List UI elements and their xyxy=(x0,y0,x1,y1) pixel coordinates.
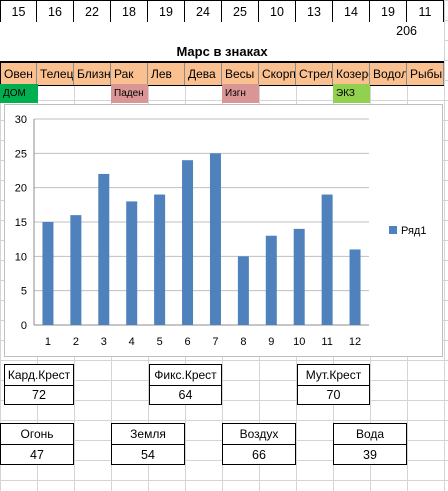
sign-cell[interactable]: Рак xyxy=(111,63,148,85)
sign-cell[interactable]: Дева xyxy=(185,63,222,85)
page-title[interactable]: Марс в знаках xyxy=(176,43,268,59)
number-cell[interactable]: 25 xyxy=(222,1,259,22)
x-tick-label: 12 xyxy=(349,336,361,348)
sign-cell[interactable]: Стрелец xyxy=(296,63,333,85)
y-tick-label: 10 xyxy=(15,251,27,263)
number-cell[interactable]: 14 xyxy=(333,1,370,22)
status-badge-izgn[interactable]: Изгн xyxy=(222,84,259,103)
element-label[interactable]: Воздух xyxy=(222,423,296,445)
bar xyxy=(237,256,249,325)
status-row: ДОМ Паден Изгн ЭКЗ xyxy=(0,84,444,104)
total-row: 206 xyxy=(0,22,444,42)
x-tick-label: 3 xyxy=(101,336,107,348)
sign-cell[interactable]: Весы xyxy=(222,63,259,85)
x-tick-label: 9 xyxy=(268,336,274,348)
number-cell[interactable]: 13 xyxy=(296,1,333,22)
bar xyxy=(42,222,54,325)
signs-row: Овен Телец Близнецы Рак Лев Дева Весы Ск… xyxy=(0,62,444,86)
cross-value[interactable]: 64 xyxy=(149,386,222,405)
y-tick-label: 20 xyxy=(15,183,27,195)
total-cell[interactable]: 206 xyxy=(396,24,417,38)
x-tick-label: 8 xyxy=(240,336,246,348)
bar xyxy=(98,173,110,325)
bar xyxy=(265,235,277,325)
x-tick-label: 11 xyxy=(321,336,332,348)
element-value[interactable]: 47 xyxy=(0,445,74,465)
y-tick-label: 15 xyxy=(15,217,27,229)
legend-label: Ряд1 xyxy=(401,225,426,237)
element-label[interactable]: Огонь xyxy=(0,423,74,445)
bar xyxy=(182,160,194,325)
number-cell[interactable]: 16 xyxy=(37,1,74,22)
title-row: Марс в знаках xyxy=(0,41,444,62)
x-tick-label: 7 xyxy=(212,336,218,348)
x-tick-label: 6 xyxy=(184,336,190,348)
sign-cell[interactable]: Овен xyxy=(0,63,37,85)
bar-chart[interactable]: 0 5 10 15 20 25 30 1 2 3 4 5 6 7 8 9 10 11 12 Ряд1 xyxy=(4,104,443,357)
bar xyxy=(209,153,221,325)
sign-cell[interactable]: Лев xyxy=(148,63,185,85)
number-cell[interactable]: 24 xyxy=(185,1,222,22)
x-tick-label: 2 xyxy=(73,336,79,348)
number-cell[interactable]: 19 xyxy=(370,1,407,22)
element-label[interactable]: Вода xyxy=(333,423,407,445)
sign-cell[interactable]: Близнецы xyxy=(74,63,111,85)
x-tick-label: 5 xyxy=(157,336,163,348)
status-badge-dom[interactable]: ДОМ xyxy=(0,84,38,103)
x-tick-label: 10 xyxy=(293,336,305,348)
x-tick-label: 4 xyxy=(129,336,135,348)
bar xyxy=(321,194,333,325)
cross-label[interactable]: Кард.Крест xyxy=(4,364,74,386)
y-tick-label: 0 xyxy=(21,320,27,332)
bar xyxy=(349,249,361,325)
bar xyxy=(70,215,82,325)
number-cell[interactable]: 15 xyxy=(0,1,37,22)
y-tick-label: 25 xyxy=(15,148,27,160)
number-cell[interactable]: 19 xyxy=(148,1,185,22)
number-cell[interactable]: 22 xyxy=(74,1,111,22)
cross-label[interactable]: Мут.Крест xyxy=(297,364,370,386)
bar xyxy=(154,194,166,325)
bar xyxy=(126,201,138,325)
sign-cell[interactable]: Водолей xyxy=(370,63,407,85)
element-value[interactable]: 54 xyxy=(111,445,185,465)
sign-cell[interactable]: Скорпион xyxy=(259,63,296,85)
y-tick-label: 5 xyxy=(21,286,27,298)
element-value[interactable]: 66 xyxy=(222,445,296,465)
cross-value[interactable]: 70 xyxy=(297,386,370,405)
sign-cell[interactable]: Рыбы xyxy=(407,63,444,85)
element-value[interactable]: 39 xyxy=(333,445,407,465)
cross-label[interactable]: Фикс.Крест xyxy=(149,364,222,386)
status-badge-ekz[interactable]: ЭКЗ xyxy=(333,84,370,103)
header-numbers-row: 15 16 22 18 19 24 25 10 13 14 19 11 xyxy=(0,0,444,23)
x-tick-label: 1 xyxy=(45,336,51,348)
cross-value[interactable]: 72 xyxy=(4,386,74,405)
status-badge-paden[interactable]: Паден xyxy=(111,84,148,103)
legend-swatch xyxy=(389,226,397,234)
sign-cell[interactable]: Козерог xyxy=(333,63,370,85)
number-cell[interactable]: 18 xyxy=(111,1,148,22)
y-tick-label: 30 xyxy=(15,114,27,126)
number-cell[interactable]: 10 xyxy=(259,1,296,22)
element-label[interactable]: Земля xyxy=(111,423,185,445)
number-cell[interactable]: 11 xyxy=(407,1,444,22)
bar xyxy=(293,228,305,325)
sign-cell[interactable]: Телец xyxy=(37,63,74,85)
